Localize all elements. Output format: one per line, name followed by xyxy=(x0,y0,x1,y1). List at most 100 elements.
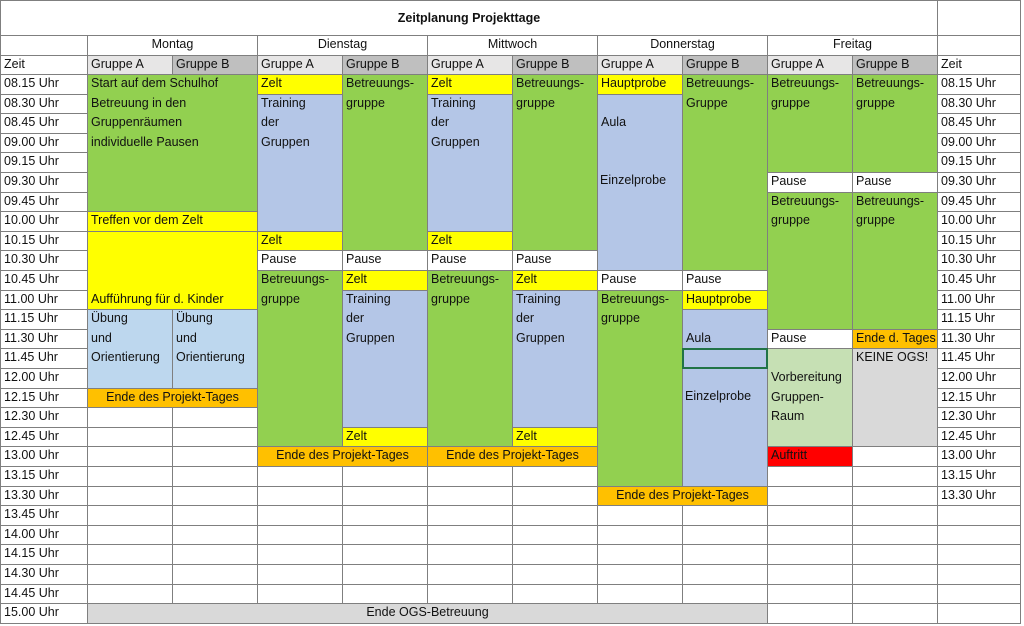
schedule-block[interactable]: Betreuungs-gruppe xyxy=(427,270,513,448)
empty-cell[interactable] xyxy=(172,446,258,467)
schedule-block[interactable]: Betreuungs- Gruppe xyxy=(682,74,768,271)
empty-cell[interactable] xyxy=(852,466,938,487)
schedule-block[interactable]: Hauptprobe xyxy=(597,74,683,95)
group-header-b[interactable]: Gruppe B xyxy=(512,55,598,75)
time-cell-right[interactable] xyxy=(937,603,1021,624)
empty-cell[interactable] xyxy=(172,524,258,546)
group-header-b[interactable]: Gruppe B xyxy=(172,55,258,75)
empty-cell[interactable] xyxy=(257,524,343,546)
empty-cell[interactable] xyxy=(682,524,768,546)
group-header-b[interactable]: Gruppe B xyxy=(852,55,938,75)
empty-cell[interactable] xyxy=(427,505,513,526)
schedule-block[interactable]: Ende des Projekt-Tages xyxy=(87,387,258,409)
schedule-block[interactable]: Betreuungs-gruppe xyxy=(597,289,683,487)
schedule-block[interactable]: Betreuungs-gruppe xyxy=(852,191,938,330)
time-cell-right[interactable] xyxy=(937,524,1021,546)
empty-cell[interactable] xyxy=(87,407,173,428)
schedule-block[interactable]: KEINE OGS! xyxy=(852,348,938,448)
empty-cell[interactable] xyxy=(172,426,258,448)
empty-cell[interactable] xyxy=(342,544,428,565)
empty-cell[interactable] xyxy=(427,524,513,546)
empty-cell[interactable] xyxy=(257,505,343,526)
empty-cell[interactable] xyxy=(172,564,258,585)
empty-cell[interactable] xyxy=(87,524,173,546)
time-cell[interactable]: 10.30 Uhr xyxy=(0,250,88,271)
schedule-block[interactable]: Zelt xyxy=(342,426,428,448)
time-cell-right[interactable]: 11.45 Uhr xyxy=(937,348,1021,369)
time-cell-right[interactable]: 12.15 Uhr xyxy=(937,387,1021,409)
schedule-block[interactable]: Auftritt xyxy=(767,446,853,467)
time-cell-right[interactable]: 09.00 Uhr xyxy=(937,132,1021,154)
empty-cell[interactable] xyxy=(427,583,513,605)
schedule-block[interactable]: Start auf dem Schulhof Betreuung in den Gr… xyxy=(87,74,258,213)
empty-cell[interactable] xyxy=(852,544,938,565)
ogs-end-bar[interactable]: Ende OGS-Betreuung xyxy=(87,603,768,624)
time-cell[interactable]: 12.00 Uhr xyxy=(0,368,88,389)
empty-cell[interactable] xyxy=(172,407,258,428)
day-header-mittwoch[interactable]: Mittwoch xyxy=(427,35,598,56)
schedule-block[interactable]: Zelt xyxy=(512,426,598,448)
schedule-block[interactable]: Zelt xyxy=(257,74,343,95)
time-cell-right[interactable]: 13.00 Uhr xyxy=(937,446,1021,467)
schedule-block[interactable]: Betreuungs-gruppe xyxy=(512,74,598,252)
time-cell[interactable]: 14.30 Uhr xyxy=(0,564,88,585)
empty-cell[interactable] xyxy=(87,426,173,448)
time-header[interactable]: Zeit xyxy=(0,55,88,75)
time-cell-right[interactable]: 10.45 Uhr xyxy=(937,270,1021,291)
schedule-block[interactable]: Pause xyxy=(767,172,853,193)
time-cell[interactable]: 11.45 Uhr xyxy=(0,348,88,369)
empty-cell[interactable] xyxy=(172,505,258,526)
empty-cell[interactable] xyxy=(512,485,598,507)
empty-cell[interactable] xyxy=(597,583,683,605)
empty-cell[interactable] xyxy=(257,485,343,507)
time-cell-right[interactable]: 12.00 Uhr xyxy=(937,368,1021,389)
time-cell[interactable]: 09.00 Uhr xyxy=(0,132,88,154)
schedule-block[interactable]: Pause xyxy=(852,172,938,193)
time-cell-right[interactable]: 09.15 Uhr xyxy=(937,152,1021,173)
schedule-block[interactable]: Pause xyxy=(342,250,428,271)
empty-cell[interactable] xyxy=(597,564,683,585)
schedule-block[interactable]: Betreuungs-gruppe xyxy=(257,270,343,448)
schedule-block[interactable]: Zelt xyxy=(427,74,513,95)
empty-cell[interactable] xyxy=(767,485,853,507)
empty-cell[interactable] xyxy=(512,583,598,605)
empty-cell[interactable] xyxy=(512,544,598,565)
schedule-block[interactable]: Hauptprobe xyxy=(682,289,768,311)
time-cell-right[interactable]: 10.30 Uhr xyxy=(937,250,1021,271)
time-cell[interactable]: 11.30 Uhr xyxy=(0,328,88,350)
empty-cell[interactable] xyxy=(767,564,853,585)
empty-cell[interactable] xyxy=(597,544,683,565)
schedule-block[interactable]: Treffen vor dem Zelt xyxy=(87,211,258,232)
empty-cell[interactable] xyxy=(597,524,683,546)
schedule-block[interactable]: Pause xyxy=(597,270,683,291)
schedule-block[interactable]: Betreuungs-gruppe xyxy=(767,74,853,173)
empty-cell[interactable] xyxy=(257,466,343,487)
empty-cell[interactable] xyxy=(852,603,938,624)
empty-cell[interactable] xyxy=(682,583,768,605)
empty-cell[interactable] xyxy=(87,544,173,565)
time-cell-right[interactable]: 13.30 Uhr xyxy=(937,485,1021,507)
empty-cell[interactable] xyxy=(87,466,173,487)
time-cell-right[interactable]: 08.15 Uhr xyxy=(937,74,1021,95)
empty-cell[interactable] xyxy=(767,583,853,605)
empty-cell[interactable] xyxy=(767,505,853,526)
empty-cell[interactable] xyxy=(852,505,938,526)
day-header-dienstag[interactable]: Dienstag xyxy=(257,35,428,56)
schedule-block[interactable]: Übung und Orientierung xyxy=(87,309,173,389)
empty-cell[interactable] xyxy=(0,35,88,56)
empty-cell[interactable] xyxy=(512,505,598,526)
time-cell[interactable]: 10.00 Uhr xyxy=(0,211,88,232)
empty-cell[interactable] xyxy=(342,524,428,546)
empty-cell[interactable] xyxy=(767,524,853,546)
time-cell-right[interactable]: 12.30 Uhr xyxy=(937,407,1021,428)
empty-cell[interactable] xyxy=(767,466,853,487)
time-cell[interactable]: 13.30 Uhr xyxy=(0,485,88,507)
schedule-block[interactable]: Zelt xyxy=(342,270,428,291)
time-cell[interactable]: 12.45 Uhr xyxy=(0,426,88,448)
schedule-block[interactable]: Pause xyxy=(257,250,343,271)
day-header-freitag[interactable]: Freitag xyxy=(767,35,938,56)
empty-cell[interactable] xyxy=(852,446,938,467)
group-header-b[interactable]: Gruppe B xyxy=(342,55,428,75)
time-cell-right[interactable]: 11.00 Uhr xyxy=(937,289,1021,311)
time-cell[interactable]: 10.45 Uhr xyxy=(0,270,88,291)
